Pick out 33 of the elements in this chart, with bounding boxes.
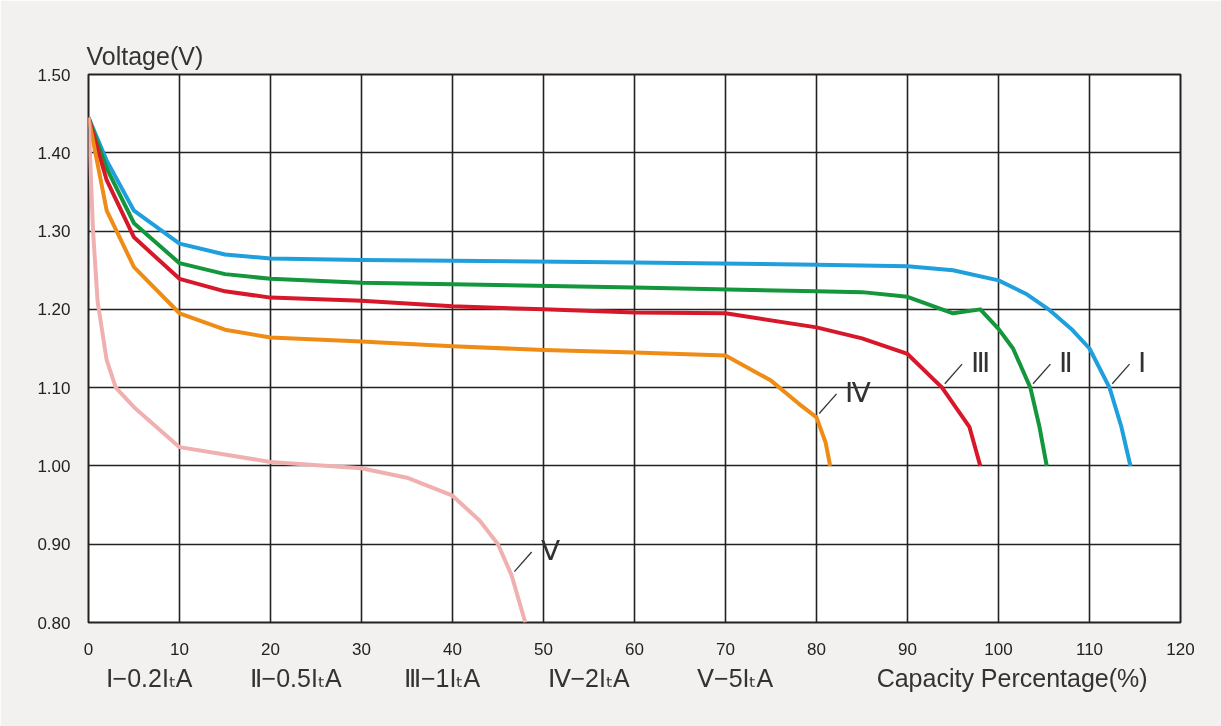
y-tick-label: 1.30 — [37, 222, 71, 242]
text: Ⅱ−0.5IₜA — [249, 663, 342, 692]
x-tick-label: 120 — [1166, 639, 1195, 659]
x-tick-label: 10 — [170, 639, 189, 659]
line-series — [88, 115, 528, 623]
text: Ⅳ−2IₜA — [547, 663, 630, 692]
text: Ⅲ−1IₜA — [404, 663, 481, 692]
x-tick-label: 80 — [807, 639, 826, 659]
x-tick-label: 70 — [716, 639, 735, 659]
y-tick-label: 1.20 — [37, 300, 71, 320]
y-tick-label: 0.80 — [37, 613, 71, 633]
text: Ⅴ−5IₜA — [697, 663, 774, 692]
series-label: Ⅱ — [1059, 347, 1074, 379]
x-tick-label: 50 — [534, 639, 553, 659]
x-tick-label: 60 — [625, 639, 644, 659]
text: Ⅰ−0.2IₜA — [105, 663, 193, 692]
x-tick-label: 90 — [898, 639, 917, 659]
x-tick-label: 110 — [1075, 639, 1104, 659]
x-tick-label: 30 — [352, 639, 371, 659]
y-tick-label: 1.00 — [37, 456, 71, 476]
x-tick-label: 100 — [984, 639, 1013, 659]
line-series — [88, 115, 833, 468]
x-tick-label: 40 — [443, 639, 462, 659]
y-tick-label: 1.10 — [37, 378, 71, 398]
series-label: Ⅲ — [971, 347, 991, 379]
x-tick-label: 0 — [83, 639, 94, 659]
series-label: Ⅰ — [1138, 347, 1147, 379]
y-axis-title: Voltage(V) — [86, 41, 204, 70]
x-tick-label: 20 — [261, 639, 280, 659]
y-tick-label: 1.40 — [37, 143, 71, 163]
y-tick-label: 1.50 — [37, 65, 71, 85]
y-tick-label: 0.90 — [37, 535, 71, 555]
x-axis-title: Capacity Percentage(%) — [876, 663, 1148, 692]
